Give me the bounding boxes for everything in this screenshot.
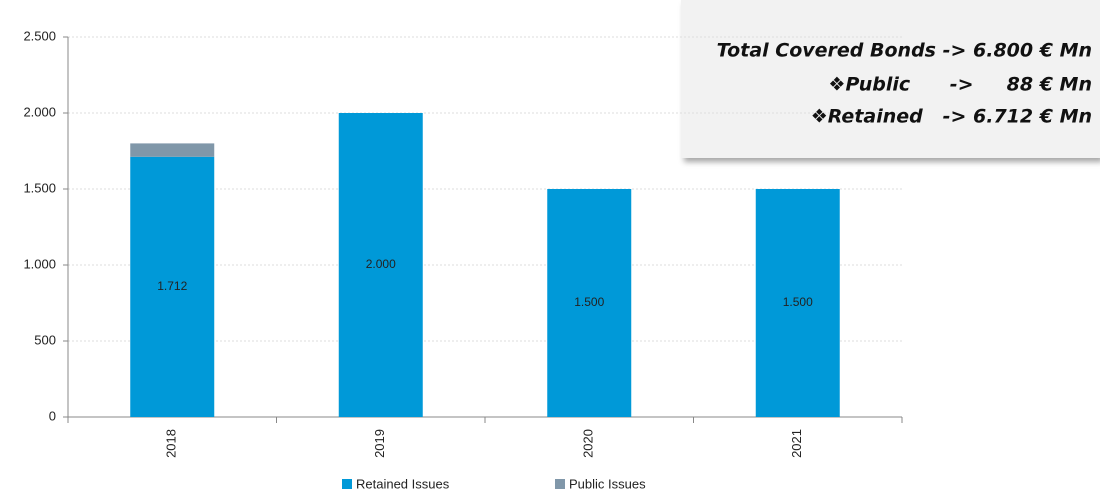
bar-segment xyxy=(338,113,423,417)
annotation: Total Covered Bonds -> 6.800 € Mn xyxy=(717,40,1092,62)
annotation-box xyxy=(681,0,1100,158)
x-tick-label: 2018 xyxy=(164,429,179,458)
x-tick-label: 2021 xyxy=(789,429,804,458)
value-label: 1.500 xyxy=(783,295,813,309)
legend-label: Public Issues xyxy=(569,476,646,491)
legend-label: Retained Issues xyxy=(356,476,450,491)
x-tick-label: 2019 xyxy=(372,429,387,458)
bar-segment xyxy=(547,189,632,417)
y-tick-label: 0 xyxy=(49,408,56,423)
annotation: ❖Retained -> 6.712 € Mn xyxy=(811,106,1092,128)
bar-segment xyxy=(755,189,840,417)
y-tick-label: 1.000 xyxy=(23,256,56,271)
bar-segment xyxy=(130,143,215,157)
y-tick-label: 1.500 xyxy=(23,180,56,195)
y-tick-label: 2.500 xyxy=(23,28,56,43)
legend-swatch xyxy=(342,479,352,489)
y-tick-label: 500 xyxy=(34,332,56,347)
x-tick-label: 2020 xyxy=(581,429,596,458)
y-tick-label: 2.000 xyxy=(23,104,56,119)
value-label: 1.712 xyxy=(157,279,187,293)
value-label: 1.500 xyxy=(574,295,604,309)
legend-swatch xyxy=(555,479,565,489)
bar-segment xyxy=(130,156,215,417)
annotation: ❖Public -> 88 € Mn xyxy=(828,74,1092,96)
value-label: 2.000 xyxy=(366,257,396,271)
